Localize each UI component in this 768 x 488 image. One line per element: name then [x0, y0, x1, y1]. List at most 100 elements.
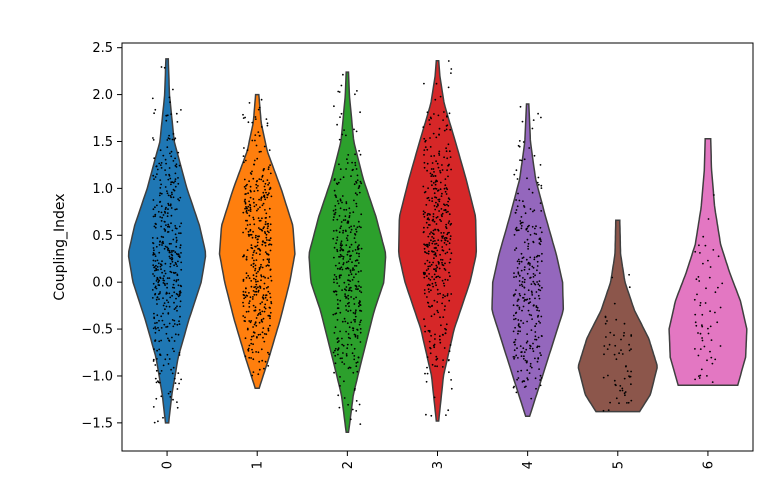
data-point [256, 189, 259, 192]
data-point [523, 380, 526, 383]
violin-4 [491, 103, 565, 418]
data-point [695, 324, 698, 327]
data-point [255, 324, 258, 327]
data-point [439, 181, 442, 184]
data-point [516, 205, 519, 208]
data-point [166, 146, 169, 149]
data-point [355, 365, 358, 368]
data-point [444, 332, 447, 335]
data-point [344, 288, 346, 291]
data-point [540, 210, 543, 212]
data-point [536, 281, 538, 283]
data-point [358, 191, 361, 194]
data-point [628, 349, 631, 352]
data-point [173, 308, 176, 310]
data-point [522, 347, 525, 350]
data-point [540, 315, 543, 318]
data-point [517, 258, 520, 261]
data-point [512, 304, 515, 307]
data-point [268, 231, 270, 234]
data-point [175, 239, 178, 242]
data-point [513, 341, 515, 344]
data-point [252, 198, 255, 200]
data-point [623, 392, 626, 395]
data-point [513, 234, 516, 236]
data-point [153, 178, 155, 181]
data-point [423, 289, 426, 291]
data-point [256, 209, 258, 212]
data-point [447, 409, 450, 412]
data-point [438, 198, 441, 201]
data-point [171, 372, 174, 375]
violin-6 [668, 137, 748, 387]
data-point [152, 139, 155, 141]
data-point [520, 355, 523, 357]
data-point [445, 211, 448, 214]
data-point [443, 209, 446, 212]
data-point [359, 309, 362, 312]
data-point [254, 286, 257, 288]
violin-3 [397, 60, 478, 422]
data-point [259, 333, 262, 336]
data-point [619, 389, 621, 392]
data-point [255, 272, 258, 275]
data-point [252, 251, 255, 254]
data-point [251, 247, 254, 250]
data-point [342, 229, 345, 232]
data-point [242, 113, 244, 116]
data-point [440, 220, 442, 223]
data-point [353, 269, 355, 271]
data-point [266, 239, 268, 241]
data-point [523, 351, 526, 353]
data-point [335, 293, 338, 296]
data-point [165, 224, 167, 227]
data-point [444, 262, 446, 265]
data-point [345, 134, 347, 137]
data-point [247, 121, 250, 124]
data-point [523, 278, 526, 281]
data-point [443, 203, 445, 206]
data-point [541, 286, 543, 289]
data-point [163, 302, 166, 304]
data-point [356, 335, 359, 337]
data-point [269, 249, 272, 252]
data-point [333, 281, 335, 284]
data-point [158, 251, 161, 254]
data-point [357, 280, 360, 283]
data-point [348, 215, 351, 217]
data-point [348, 216, 351, 219]
data-point [252, 218, 255, 221]
data-point [706, 359, 708, 362]
data-point [435, 201, 437, 204]
data-point [445, 227, 448, 230]
data-point [359, 331, 362, 334]
data-point [341, 244, 343, 247]
data-point [168, 242, 171, 245]
violin-0 [127, 58, 207, 424]
data-point [536, 306, 539, 309]
data-point [346, 343, 349, 346]
data-point [351, 352, 354, 355]
data-point [443, 267, 446, 270]
data-point [261, 359, 264, 362]
data-point [449, 156, 452, 159]
data-point [169, 204, 172, 207]
data-point [252, 274, 255, 277]
data-point [333, 371, 335, 374]
y-tick-label: 2.0 [92, 88, 113, 103]
data-point [360, 213, 363, 216]
data-point [243, 178, 246, 181]
data-point [520, 269, 523, 272]
data-point [446, 279, 449, 281]
data-point [529, 256, 532, 259]
data-point [437, 263, 440, 265]
data-point [517, 144, 520, 147]
data-point [160, 315, 163, 318]
data-point [170, 222, 172, 225]
data-point [164, 262, 167, 265]
data-point [350, 296, 352, 298]
data-point [531, 318, 533, 320]
data-point [449, 235, 452, 238]
data-point [336, 123, 338, 126]
data-point [440, 195, 443, 198]
